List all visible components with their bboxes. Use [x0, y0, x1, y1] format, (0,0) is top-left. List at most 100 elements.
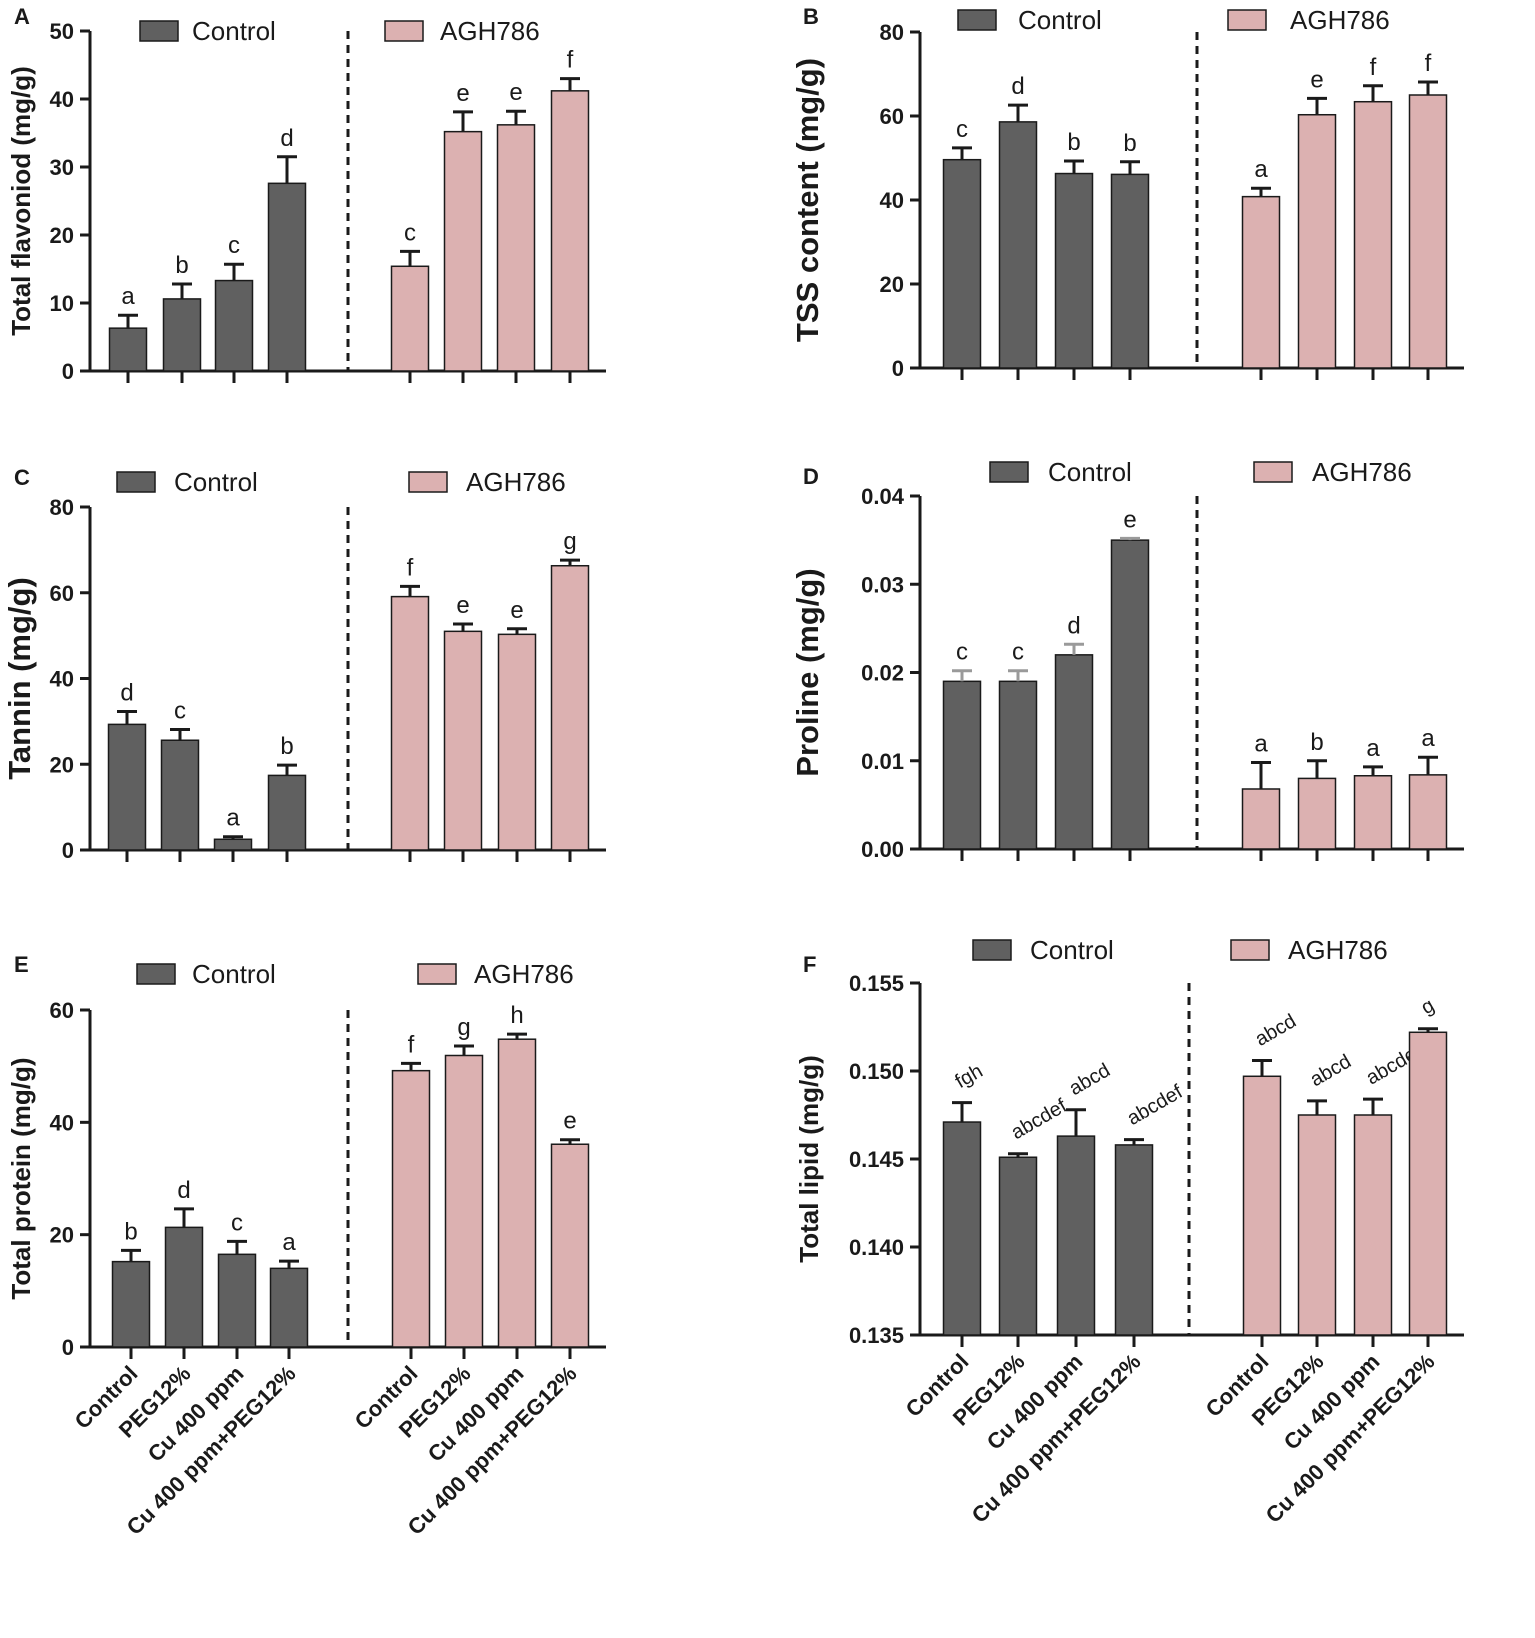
- significance-letter: b: [175, 252, 188, 279]
- significance-letter: h: [510, 1002, 523, 1029]
- y-tick-label: 20: [50, 1223, 74, 1248]
- legend-label-control: Control: [1048, 457, 1132, 487]
- y-axis-label: Total protein (mg/g): [6, 1057, 36, 1299]
- y-tick-label: 20: [50, 223, 74, 248]
- legend-swatch-agh786: [1230, 939, 1270, 961]
- bar-control-2: [998, 1156, 1038, 1336]
- y-tick-label: 80: [880, 20, 904, 45]
- bar-agh786-2: [1297, 1114, 1337, 1336]
- y-tick-label: 0.03: [861, 572, 904, 597]
- y-tick-label: 0: [62, 1335, 74, 1360]
- bar-control-3: [217, 1253, 257, 1348]
- significance-letter: d: [1067, 612, 1080, 639]
- panel-label: F: [803, 952, 816, 977]
- panel-e: E 0 20 40 60 Total protein (mg/g) Control AGH78…: [6, 952, 606, 1540]
- y-tick-label: 80: [50, 495, 74, 520]
- legend-label-control: Control: [1030, 935, 1114, 965]
- bar-agh786-3: [497, 1038, 537, 1348]
- legend-swatch-agh786: [1253, 461, 1293, 483]
- y-tick-label: 40: [880, 188, 904, 213]
- bar-control-1: [111, 1260, 151, 1348]
- panel-d: D 0.00 0.01 0.02 0.03 0.04 Proline (mg/g) Contr…: [790, 457, 1464, 862]
- significance-letter: e: [456, 80, 469, 107]
- legend-label-agh786: AGH786: [440, 16, 540, 46]
- legend-label-agh786: AGH786: [1288, 935, 1388, 965]
- significance-letter: abcd: [1307, 1051, 1356, 1092]
- significance-letter: e: [1123, 506, 1136, 533]
- legend-label-control: Control: [192, 16, 276, 46]
- bar-control-3: [214, 279, 254, 372]
- bar-agh786-1: [391, 1069, 431, 1348]
- y-axis-label: Proline (mg/g): [790, 568, 825, 776]
- significance-letter: f: [567, 47, 574, 74]
- legend-label-agh786: AGH786: [1290, 5, 1390, 35]
- bar-control-2: [998, 680, 1038, 850]
- bar-control-1: [942, 680, 982, 850]
- bar-control-4: [269, 1267, 309, 1348]
- legend-swatch-control: [116, 471, 156, 493]
- y-tick-label: 40: [50, 1110, 74, 1135]
- y-axis-label: TSS content (mg/g): [790, 58, 825, 342]
- bar-agh786-3: [496, 124, 536, 372]
- bar-control-4: [267, 774, 307, 851]
- significance-letter: b: [1067, 129, 1080, 156]
- bar-control-1: [942, 1121, 982, 1336]
- bar-control-2: [998, 121, 1038, 369]
- bar-control-3: [1056, 1135, 1096, 1336]
- legend-swatch-agh786: [408, 471, 448, 493]
- y-tick-label: 0.01: [861, 749, 904, 774]
- bar-control-2: [162, 298, 202, 372]
- significance-letter: a: [1421, 725, 1435, 752]
- significance-letter: c: [956, 639, 968, 666]
- significance-letter: e: [456, 592, 469, 619]
- bar-agh786-3: [1353, 100, 1393, 369]
- significance-letter: d: [120, 680, 133, 707]
- panel-label: B: [803, 4, 819, 29]
- y-tick-label: 0.00: [861, 837, 904, 862]
- significance-letter: e: [510, 597, 523, 624]
- bar-agh786-4: [1408, 774, 1448, 850]
- bar-control-2: [164, 1226, 204, 1348]
- y-axis-label: Total lipid (mg/g): [794, 1055, 824, 1262]
- y-tick-label: 0.140: [849, 1235, 904, 1260]
- bar-control-4: [1110, 539, 1150, 850]
- significance-letter: a: [282, 1229, 296, 1256]
- y-tick-label: 0.155: [849, 971, 904, 996]
- bar-agh786-4: [550, 90, 590, 372]
- legend-label-control: Control: [1018, 5, 1102, 35]
- y-tick-label: 0.04: [861, 484, 905, 509]
- significance-letter: f: [408, 1031, 415, 1058]
- y-tick-label: 40: [50, 667, 74, 692]
- bar-agh786-4: [550, 564, 590, 851]
- bar-control-1: [942, 158, 982, 369]
- panel-b: B 0 20 40 60 80 TSS content (mg/g) Control AGH78…: [790, 4, 1464, 381]
- bar-control-4: [1110, 173, 1150, 369]
- y-tick-label: 20: [50, 752, 74, 777]
- y-tick-label: 0: [62, 838, 74, 863]
- bar-agh786-1: [1242, 1075, 1282, 1336]
- legend-label-agh786: AGH786: [1312, 457, 1412, 487]
- legend-swatch-agh786: [384, 20, 424, 42]
- y-tick-label: 0: [62, 359, 74, 384]
- significance-letter: e: [509, 79, 522, 106]
- significance-letter: g: [1418, 994, 1439, 1019]
- significance-letter: c: [174, 698, 186, 725]
- y-tick-label: 0: [892, 356, 904, 381]
- significance-letter: d: [1011, 73, 1024, 100]
- significance-letter: c: [231, 1209, 243, 1236]
- y-tick-label: 60: [880, 104, 904, 129]
- bar-agh786-3: [1353, 775, 1393, 850]
- panel-f: F 0.135 0.140 0.145 0.150 0.155 Total lipid (m…: [794, 935, 1464, 1528]
- legend-swatch-control: [136, 963, 176, 985]
- significance-letter: fgh: [952, 1060, 987, 1093]
- legend-swatch-control: [957, 9, 997, 31]
- y-tick-label: 0.135: [849, 1323, 904, 1348]
- legend-swatch-control: [139, 20, 179, 42]
- bar-agh786-1: [390, 265, 430, 372]
- bar-agh786-2: [1297, 777, 1337, 850]
- significance-letter: b: [124, 1218, 137, 1245]
- legend-label-agh786: AGH786: [466, 467, 566, 497]
- bar-agh786-2: [443, 630, 483, 851]
- bar-control-1: [108, 327, 148, 372]
